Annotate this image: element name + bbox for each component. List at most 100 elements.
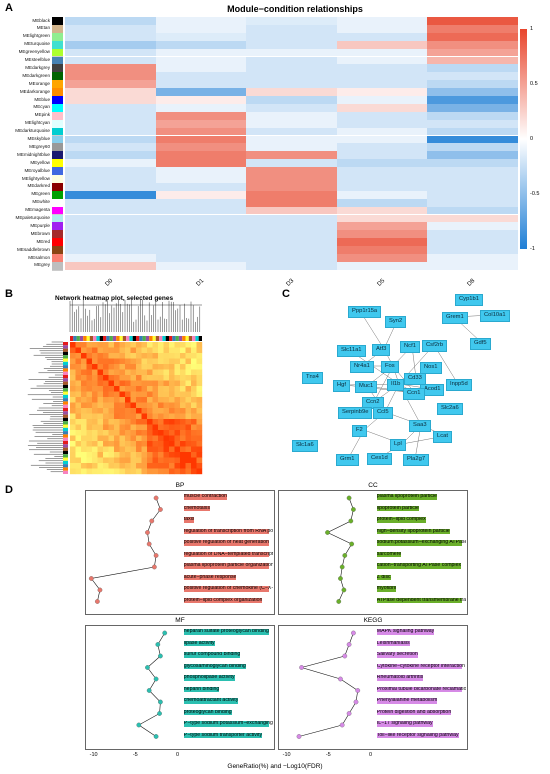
heatmap-block — [70, 446, 76, 453]
heatmap-block — [130, 353, 137, 359]
ppi-edge — [398, 383, 422, 426]
heatmap-block — [125, 430, 131, 436]
gene-node-ccn1[interactable]: Ccn1 — [403, 388, 425, 400]
heatmap-block — [75, 430, 82, 436]
gene-node-csf2rb[interactable]: Csf2rb — [422, 340, 448, 352]
heatmap-cell — [427, 64, 518, 73]
enrichment-point — [348, 518, 354, 524]
gene-node-nr4a1[interactable]: Nr4a1 — [350, 361, 374, 373]
heatmap-block — [152, 408, 159, 414]
gene-node-col10a1[interactable]: Col10a1 — [480, 310, 510, 322]
heatmap-block — [174, 446, 181, 453]
heatmap-cell — [246, 119, 337, 128]
heatmap-block — [97, 402, 104, 409]
heatmap-block — [185, 435, 192, 442]
heatmap-block — [185, 419, 192, 425]
heatmap-block — [185, 347, 192, 354]
heatmap-block — [92, 358, 98, 365]
gene-node-gdf5[interactable]: Gdf5 — [470, 338, 491, 350]
heatmap-block — [125, 441, 131, 447]
heatmap-block — [141, 375, 148, 381]
heatmap-block — [92, 408, 98, 414]
heatmap-block — [75, 419, 82, 425]
module-strip — [63, 431, 68, 435]
enrichment-point — [153, 676, 159, 682]
module-label: MEblue — [34, 96, 50, 102]
module-strip — [63, 388, 68, 392]
gene-node-serpinb9e[interactable]: Serpinb9e — [338, 407, 373, 419]
heatmap-block — [191, 413, 197, 420]
gene-node-lpl[interactable]: Lpl — [390, 439, 406, 451]
gene-node-tns4[interactable]: Tns4 — [302, 372, 323, 384]
gene-node-il1b[interactable]: Il1b — [387, 379, 405, 391]
heatmap-block — [97, 413, 104, 420]
gene-node-slc11a1[interactable]: Slc11a1 — [337, 345, 366, 357]
heatmap-cell — [336, 206, 427, 215]
heatmap-cell — [155, 17, 246, 25]
gene-node-nos1[interactable]: Nos1 — [420, 362, 442, 374]
gene-node-cd33[interactable]: Cd33 — [404, 373, 426, 385]
heatmap-cell — [336, 238, 427, 247]
gene-node-cyp1b1[interactable]: Cyp1b1 — [455, 294, 483, 306]
heatmap-block — [174, 397, 181, 403]
gene-node-ccn2[interactable]: Ccn2 — [362, 397, 384, 409]
heatmap-block — [174, 364, 181, 370]
enrichment-point — [136, 722, 142, 728]
heatmap-cell — [336, 246, 427, 254]
heatmap-cell — [427, 119, 518, 128]
gene-node-ncf1[interactable]: Ncf1 — [400, 341, 420, 353]
module-label: MEgrey60 — [29, 143, 50, 149]
gene-node-saa3[interactable]: Saa3 — [409, 420, 431, 432]
heatmap-block — [163, 463, 170, 469]
heatmap-block — [136, 424, 142, 431]
heatmap-block — [191, 452, 197, 458]
gene-node-slc2a6[interactable]: Slc2a6 — [437, 403, 463, 415]
gene-node-grm1[interactable]: Grm1 — [336, 454, 359, 466]
gene-node-ces1d[interactable]: Ces1d — [367, 453, 392, 465]
gene-node-slc1a6[interactable]: Slc1a6 — [292, 440, 318, 452]
heatmap-block — [196, 457, 203, 464]
heatmap-block — [97, 452, 104, 458]
heatmap-cell — [336, 159, 427, 168]
heatmap-cell — [246, 17, 337, 25]
heatmap-block — [75, 342, 82, 348]
heatmap-block — [114, 369, 120, 376]
heatmap-block — [125, 397, 131, 403]
heatmap-cell — [155, 40, 246, 49]
module-label: MEorange — [28, 80, 50, 86]
heatmap-block — [81, 386, 87, 392]
heatmap-block — [158, 408, 164, 414]
gene-node-inpp5d[interactable]: Inpp5d — [446, 379, 472, 391]
heatmap-block — [191, 364, 197, 370]
heatmap-block — [108, 375, 115, 381]
heatmap-block — [92, 430, 98, 436]
enrichment-term-label: Rheumatoid arthritis — [376, 675, 424, 681]
heatmap-block — [180, 446, 186, 453]
module-strip — [63, 355, 68, 359]
gene-node-ppp1r15a[interactable]: Ppp1r15a — [348, 306, 382, 318]
heatmap-cell — [65, 143, 156, 152]
heatmap-cell — [336, 198, 427, 207]
heatmap-block — [169, 463, 175, 469]
gene-node-atf3[interactable]: Atf3 — [372, 344, 391, 356]
heatmap-cell — [246, 103, 337, 112]
gene-node-fos[interactable]: Fos — [381, 361, 399, 373]
heatmap-block — [130, 342, 137, 348]
heatmap-block — [97, 408, 104, 414]
gene-node-lcat[interactable]: Lcat — [433, 431, 452, 443]
heatmap-block — [191, 419, 197, 425]
heatmap-block — [191, 375, 197, 381]
heatmap-block — [103, 364, 109, 370]
heatmap-cell — [246, 24, 337, 33]
gene-node-f2[interactable]: F2 — [352, 425, 367, 437]
gene-node-pla2g7[interactable]: Pla2g7 — [403, 454, 430, 466]
gene-node-hgf[interactable]: Hgf — [333, 380, 351, 392]
gene-node-syn2[interactable]: Syn2 — [385, 316, 407, 328]
gene-node-grem1[interactable]: Grem1 — [442, 312, 468, 324]
module-label: MEpink — [34, 112, 50, 118]
gene-node-muc1[interactable]: Muc1 — [355, 381, 378, 393]
heatmap-block — [163, 435, 170, 442]
gene-node-ccl5[interactable]: Ccl5 — [373, 407, 393, 419]
module-strip — [106, 336, 110, 341]
heatmap-block — [191, 430, 197, 436]
